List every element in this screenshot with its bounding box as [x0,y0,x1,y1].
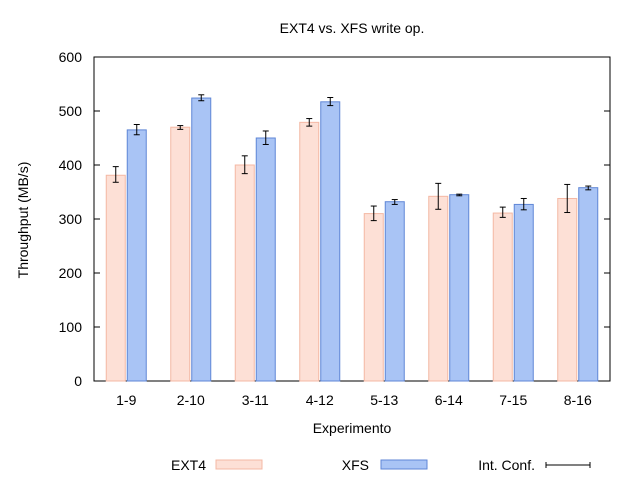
legend-ci-marker [545,462,591,468]
x-axis-label: Experimento [313,420,392,436]
y-axis-label: Throughput (MB/s) [15,162,31,279]
error-bars [112,94,592,222]
x-axis: 1-9 2-10 3-11 4-12 5-13 6-14 7-15 8-16 [116,392,592,408]
y-tick-label: 0 [74,373,82,389]
error-bar-xfs [327,97,334,107]
error-bar-xfs [198,94,205,102]
error-bar-xfs [585,185,592,191]
bar-ext4 [299,121,320,382]
x-tick-label: 3-11 [242,392,269,408]
bar-ext4 [170,126,191,382]
x-tick-label: 4-12 [306,392,334,408]
bar-xfs [255,137,276,382]
legend-swatch-ext4 [215,459,263,470]
bar-ext4 [363,213,384,382]
y-tick-label: 500 [59,103,83,119]
bars [105,97,599,382]
y-tick-label: 200 [59,265,83,281]
error-bar-xfs [133,124,140,136]
bar-ext4 [428,195,449,382]
legend-label-ci: Int. Conf. [478,457,535,473]
error-bar-ext4 [241,155,248,175]
bar-ext4 [492,212,513,382]
bar-xfs [513,203,534,382]
y-tick-label: 300 [59,211,83,227]
y-tick-label: 100 [59,319,83,335]
error-bar-ext4 [499,206,506,218]
bar-xfs [449,194,470,382]
bar-xfs [320,101,341,382]
error-bar-xfs [262,130,269,145]
error-bar-ext4 [112,166,119,183]
error-bar-ext4 [370,205,377,222]
y-tick-label: 600 [59,49,83,65]
y-axis: 0 100 200 300 400 500 600 [59,49,610,389]
bar-xfs [126,129,147,382]
error-bar-ext4 [306,118,313,127]
x-tick-label: 7-15 [499,392,527,408]
x-tick-label: 2-10 [177,392,205,408]
y-tick-label: 400 [59,157,83,173]
bar-ext4 [557,197,578,382]
bar-ext4 [234,164,255,382]
x-tick-label: 1-9 [116,392,136,408]
error-bar-xfs [391,199,398,205]
x-tick-label: 6-14 [435,392,463,408]
legend-swatch-xfs [380,459,428,470]
error-bar-ext4 [177,125,184,130]
error-bar-xfs [520,197,527,211]
error-bar-xfs [456,193,463,197]
legend-label-xfs: XFS [342,457,369,473]
x-tick-label: 5-13 [370,392,398,408]
legend-label-ext4: EXT4 [171,457,206,473]
bar-xfs [191,97,212,382]
legend: EXT4 XFS Int. Conf. [171,457,591,473]
chart-title: EXT4 vs. XFS write op. [280,20,425,36]
bar-xfs [578,187,599,382]
x-tick-label: 8-16 [564,392,592,408]
error-bar-ext4 [564,183,571,214]
bar-ext4 [105,174,126,382]
error-bar-ext4 [435,182,442,210]
bar-xfs [384,201,405,382]
